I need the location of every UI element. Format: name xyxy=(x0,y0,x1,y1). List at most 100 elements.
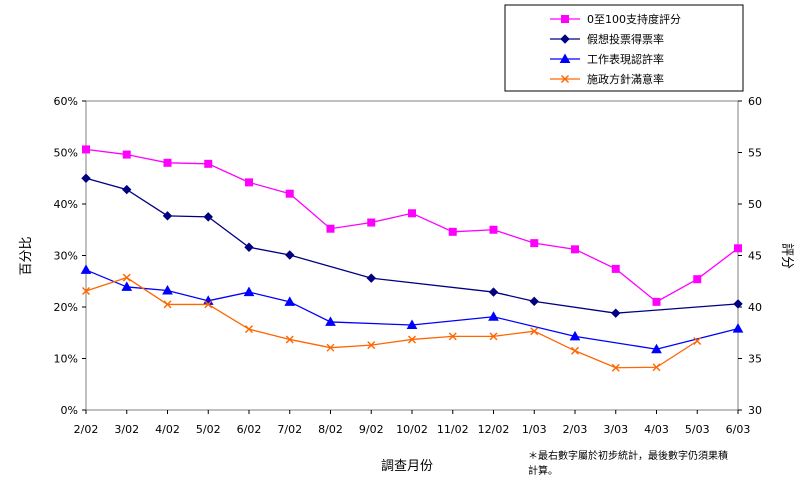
plot-area xyxy=(85,100,739,411)
data-point xyxy=(203,212,213,222)
data-point xyxy=(569,330,581,341)
y-right-tick-label: 60 xyxy=(748,95,762,108)
y-left-tick-label: 30% xyxy=(54,250,78,263)
data-point xyxy=(611,363,620,372)
series-line xyxy=(85,276,698,369)
y-right-tick-label: 45 xyxy=(748,250,762,263)
data-point xyxy=(571,346,579,355)
data-point xyxy=(734,244,742,253)
y-axis-left-title: 百分比 xyxy=(19,236,34,275)
data-point xyxy=(651,343,662,354)
series-line xyxy=(85,148,739,303)
data-point xyxy=(245,325,253,334)
data-point xyxy=(163,158,172,167)
y-right-tick-label: 35 xyxy=(748,353,762,366)
data-point xyxy=(530,239,539,248)
footnote-line: 計算。 xyxy=(528,464,558,477)
data-point xyxy=(611,308,621,318)
legend-item: 0至100支持度評分 xyxy=(550,12,681,26)
x-axis-title: 調查月份 xyxy=(381,459,433,474)
plot-frame xyxy=(85,100,739,411)
data-point xyxy=(489,225,498,234)
series-0 xyxy=(82,145,742,306)
data-point xyxy=(284,296,296,306)
data-point xyxy=(488,311,499,321)
data-point xyxy=(326,343,335,352)
data-point xyxy=(693,336,702,345)
data-point xyxy=(367,218,376,227)
data-point xyxy=(571,245,579,254)
data-point xyxy=(245,178,253,187)
y-right-tick-label: 40 xyxy=(748,301,762,314)
data-point xyxy=(285,335,294,344)
y-left-tick-label: 40% xyxy=(54,198,78,211)
data-point xyxy=(326,224,335,233)
data-point xyxy=(82,145,90,154)
data-point xyxy=(559,53,571,63)
data-point xyxy=(367,341,376,350)
x-tick-label: 9/02 xyxy=(359,423,384,436)
data-point xyxy=(244,242,254,252)
x-tick-label: 1/03 xyxy=(522,423,547,436)
series-layer xyxy=(80,145,744,372)
data-point xyxy=(693,275,702,284)
x-tick-label: 6/03 xyxy=(726,423,751,436)
x-tick-label: 2/02 xyxy=(74,423,99,436)
x-tick-label: 8/02 xyxy=(318,423,343,436)
y-left-tick-label: 10% xyxy=(54,353,78,366)
data-point xyxy=(529,296,539,307)
legend-item: 工作表現認許率 xyxy=(550,52,664,66)
x-tick-label: 4/03 xyxy=(644,423,669,436)
data-point xyxy=(162,285,173,295)
data-point xyxy=(560,34,570,44)
data-point xyxy=(561,75,569,83)
data-point xyxy=(204,159,213,168)
x-tick-label: 4/02 xyxy=(155,423,180,436)
data-point xyxy=(652,297,661,306)
data-point xyxy=(406,319,418,330)
footnote-line: ＊最右數字屬於初步統計，最後數字仍須果積 xyxy=(528,449,728,462)
y-right-tick-label: 55 xyxy=(748,147,762,160)
y-right-tick-label: 50 xyxy=(748,198,762,211)
series-line xyxy=(85,177,739,314)
data-point xyxy=(652,363,661,372)
legend-label: 施政方針滿意率 xyxy=(587,72,664,86)
y-left-tick-label: 50% xyxy=(54,147,78,160)
x-tick-label: 10/02 xyxy=(396,423,428,436)
data-point xyxy=(489,332,498,341)
legend-label: 工作表現認許率 xyxy=(587,52,664,66)
x-tick-label: 3/03 xyxy=(603,423,628,436)
series-3 xyxy=(82,273,702,372)
data-point xyxy=(243,286,255,297)
data-point xyxy=(448,332,457,341)
data-point xyxy=(82,287,90,296)
legend-item: 假想投票得票率 xyxy=(550,32,664,46)
data-point xyxy=(733,299,743,309)
data-point xyxy=(611,264,620,273)
data-point xyxy=(122,184,132,195)
data-point xyxy=(732,323,744,333)
data-point xyxy=(488,287,499,297)
legend-label: 0至100支持度評分 xyxy=(587,12,681,26)
data-point xyxy=(163,300,172,309)
x-tick-label: 3/02 xyxy=(114,423,139,436)
y-left-tick-label: 20% xyxy=(54,301,78,314)
y-axis-right-title: 評分 xyxy=(779,243,794,269)
axes: 0% 10% 20% 30% 40% 50% 60% 30 35 40 45 50 55 60 2/02 3/… xyxy=(54,95,762,436)
data-point xyxy=(285,250,295,260)
legend-box xyxy=(504,4,744,92)
x-tick-label: 6/02 xyxy=(237,423,262,436)
y-left-tick-label: 60% xyxy=(54,95,78,108)
data-point xyxy=(408,335,416,344)
data-point xyxy=(408,209,416,218)
x-tick-label: 5/02 xyxy=(196,423,221,436)
data-point xyxy=(325,316,336,326)
data-point xyxy=(448,227,457,236)
data-point xyxy=(285,189,294,198)
data-point xyxy=(122,273,131,282)
legend-label: 假想投票得票率 xyxy=(587,32,664,46)
data-point xyxy=(561,15,569,23)
